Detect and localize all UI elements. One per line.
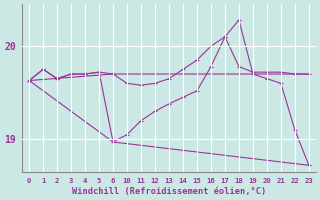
X-axis label: Windchill (Refroidissement éolien,°C): Windchill (Refroidissement éolien,°C) [72,187,266,196]
